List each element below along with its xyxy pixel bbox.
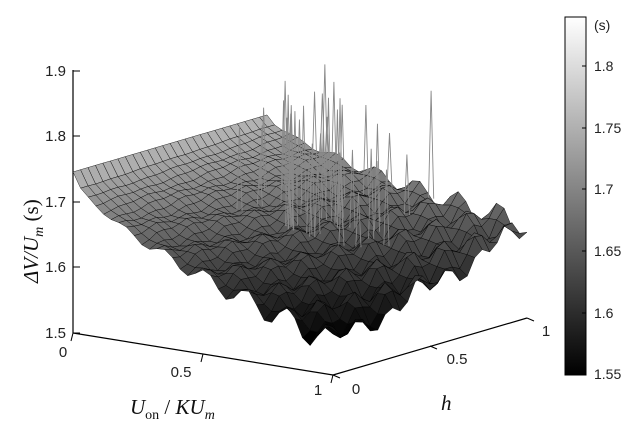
x-label-sub: on	[145, 408, 159, 423]
surface-spike	[260, 107, 267, 189]
z-ticks: 1.5 1.6 1.7 1.8 1.9	[45, 63, 80, 342]
z-axis-label: ΔV/Um (s)	[19, 199, 47, 284]
x-label-k: KU	[175, 395, 207, 419]
x-label-main: U	[130, 395, 147, 419]
z-tick-label: 1.6	[45, 259, 66, 276]
colorbar-gradient	[564, 16, 587, 376]
x-label-k-sub: m	[205, 408, 215, 423]
y-axis-label: h	[441, 391, 452, 415]
x-label-sep: /	[159, 395, 175, 419]
x-tick-label: 0	[59, 344, 67, 361]
surface-spike	[330, 81, 337, 186]
surface-spike	[338, 190, 345, 246]
surface-spike	[324, 134, 331, 184]
colorbar: (s) 1.55 1.6 1.65 1.7 1.75 1.8	[564, 16, 621, 382]
surface-cell	[511, 230, 528, 240]
surface-spike	[336, 98, 344, 229]
surface-spike	[236, 125, 243, 212]
surface-spike	[339, 104, 346, 200]
surface-spike	[403, 154, 410, 215]
y-tick-label: 0.5	[447, 351, 468, 368]
surface-spike	[349, 149, 356, 229]
colorbar-tick-label: 1.75	[594, 120, 621, 136]
surface-spike	[355, 192, 362, 248]
z-tick-label: 1.9	[45, 63, 66, 80]
surface-cell	[325, 324, 341, 336]
surface-spike	[283, 117, 291, 185]
colorbar-unit: (s)	[594, 17, 610, 33]
surface-spike	[428, 90, 435, 199]
z-label-unit: (s)	[19, 199, 43, 226]
surface-spike	[374, 123, 381, 222]
surface-spike	[319, 93, 326, 174]
surface-spike	[386, 133, 393, 191]
svg-text:Uon / KUm: Uon / KUm	[130, 395, 215, 423]
surface-spike	[306, 150, 313, 234]
y-tick-label: 0	[352, 381, 360, 398]
y-ticks: 0 0.5 1	[332, 317, 550, 398]
surface-spike	[383, 169, 390, 246]
colorbar-tick-label: 1.8	[594, 58, 614, 74]
z-label-main: ΔV/U	[19, 235, 43, 284]
z-tick-label: 1.7	[45, 194, 66, 211]
surface-spike	[311, 91, 318, 178]
surface-spike	[291, 111, 298, 226]
spike-lines	[236, 64, 435, 248]
z-tick-label: 1.5	[45, 325, 66, 342]
colorbar-tick-label: 1.6	[594, 305, 614, 321]
surface-spike	[325, 97, 332, 207]
colorbar-tick-label: 1.55	[594, 366, 621, 382]
surface-spike	[368, 148, 375, 240]
y-tick-label: 1	[542, 323, 550, 340]
surface-spike	[309, 143, 316, 238]
surface-spike	[288, 151, 295, 230]
surface-spike	[362, 105, 369, 196]
surface-spike	[300, 105, 307, 215]
x-axis-label: Uon / KUm	[130, 395, 215, 423]
surface-spike	[256, 163, 263, 206]
surface-spike	[296, 119, 303, 204]
x-ticks: 0 0.5 1	[59, 332, 334, 399]
z-tick-label: 1.8	[45, 128, 66, 145]
svg-text:ΔV/Um (s): ΔV/Um (s)	[19, 199, 47, 284]
x-tick-label: 1	[314, 382, 322, 399]
surface-spike	[314, 165, 321, 234]
colorbar-tick-label: 1.65	[594, 243, 621, 259]
x-tick-label: 0.5	[171, 364, 192, 381]
surface-spike	[334, 109, 341, 225]
colorbar-tick-label: 1.7	[594, 181, 614, 197]
z-label-sub: m	[32, 227, 47, 237]
